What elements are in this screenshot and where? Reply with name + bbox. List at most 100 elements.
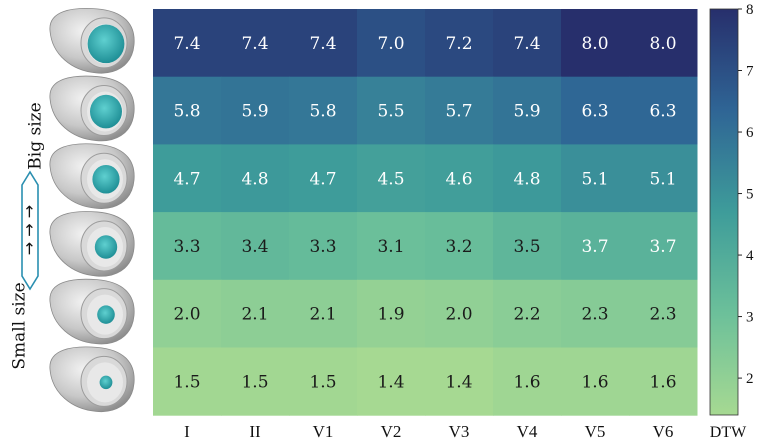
heatmap-cell-labels: 7.4 7.4 7.4 7.0 7.2 7.4 8.0 8.0 5.8 5.9 5.8 5.5 5.7 5…	[173, 34, 676, 393]
cell-value-label: 6.3	[581, 102, 608, 122]
cell-value-label: 3.7	[581, 237, 608, 257]
cell-value-label: 3.1	[377, 237, 404, 257]
cell-value-label: 6.3	[649, 102, 676, 122]
heatmap-cell	[493, 212, 562, 281]
cell-value-label: 3.2	[445, 237, 472, 257]
cell-value-label: 1.5	[241, 372, 268, 392]
cell-value-label: 5.8	[309, 102, 336, 122]
heatmap-cell	[289, 9, 358, 78]
heatmap-cell	[629, 144, 698, 213]
heatmap-cell	[357, 144, 426, 213]
colorbar-tick-label: 4	[746, 248, 754, 264]
heatmap-cell	[221, 212, 290, 281]
cell-value-label: 4.8	[241, 169, 268, 189]
cell-value-label: 8.0	[581, 34, 608, 54]
scar-region	[90, 94, 122, 129]
cell-value-label: 5.5	[377, 102, 404, 122]
heatmap-cell	[425, 279, 494, 348]
cell-value-label: 4.7	[309, 169, 336, 189]
y-annotation-small: Small size	[9, 282, 30, 370]
heatmap-cell	[289, 347, 358, 416]
scar-region	[99, 375, 113, 390]
heatmap-cell	[153, 212, 222, 281]
y-annotation-big: Big size	[25, 102, 46, 170]
heatmap-cell	[561, 76, 630, 145]
x-tick-label: V1	[313, 422, 334, 441]
cell-value-label: 4.5	[377, 169, 404, 189]
heatmap-cell	[357, 347, 426, 416]
cell-value-label: 5.9	[513, 102, 540, 122]
heatmap-cell	[425, 347, 494, 416]
scar-region	[94, 235, 118, 259]
heart-thumbnail	[49, 346, 135, 413]
scar-region	[92, 164, 120, 194]
cell-value-label: 1.6	[581, 372, 608, 392]
heatmap-cell	[493, 9, 562, 78]
heatmap-cell	[493, 76, 562, 145]
heatmap-cell	[289, 144, 358, 213]
colorbar: 2 3 4 5 6 7 8 DTW	[709, 2, 754, 441]
colorbar-tick-label: 8	[746, 2, 754, 18]
heatmap-cell	[289, 279, 358, 348]
x-tick-labels: I II V1 V2 V3 V4 V5 V6	[184, 422, 673, 441]
cell-value-label: 1.9	[377, 305, 404, 325]
cell-value-label: 7.2	[445, 34, 472, 54]
arrow-box-outline	[21, 170, 39, 291]
heart-thumbnails	[49, 8, 135, 413]
heatmap-cell	[153, 76, 222, 145]
cell-value-label: 3.3	[173, 237, 200, 257]
x-tick-label: I	[184, 422, 190, 441]
size-arrow-box: → → →	[20, 170, 39, 291]
heatmap-cell	[153, 347, 222, 416]
cell-value-label: 3.7	[649, 237, 676, 257]
x-tick-label: V6	[653, 422, 674, 441]
heatmap-cell	[629, 76, 698, 145]
colorbar-gradient	[710, 9, 738, 415]
colorbar-label: DTW	[710, 424, 747, 441]
cell-value-label: 2.3	[649, 305, 676, 325]
cell-value-label: 2.3	[581, 305, 608, 325]
cell-value-label: 2.2	[513, 305, 540, 325]
cell-value-label: 5.8	[173, 102, 200, 122]
cell-value-label: 5.1	[581, 169, 608, 189]
heatmap-cell	[221, 76, 290, 145]
cell-value-label: 7.4	[241, 34, 268, 54]
scar-region	[97, 305, 115, 324]
cell-value-label: 4.8	[513, 169, 540, 189]
heatmap-cell	[221, 144, 290, 213]
cell-value-label: 4.7	[173, 169, 200, 189]
x-tick-label: V2	[381, 422, 402, 441]
heatmap-cell	[561, 9, 630, 78]
cell-value-label: 5.1	[649, 169, 676, 189]
heatmap-cell	[561, 144, 630, 213]
x-tick-label: V5	[585, 422, 606, 441]
heart-thumbnail	[49, 8, 135, 74]
colorbar-tick-label: 6	[746, 125, 754, 141]
colorbar-tick-label: 3	[746, 310, 754, 326]
cell-value-label: 1.4	[377, 372, 404, 392]
heatmap-cell	[425, 212, 494, 281]
heart-thumbnail	[49, 75, 135, 142]
heatmap-cell	[561, 279, 630, 348]
x-tick-label: V4	[517, 422, 538, 441]
x-tick-label: II	[249, 422, 261, 441]
heatmap-cell	[493, 144, 562, 213]
cell-value-label: 3.5	[513, 237, 540, 257]
heatmap-cells	[153, 9, 698, 416]
heatmap-cell	[289, 212, 358, 281]
cell-value-label: 1.5	[309, 372, 336, 392]
heatmap-cell	[221, 347, 290, 416]
colorbar-frame	[709, 8, 739, 416]
heart-thumbnail	[49, 211, 135, 277]
heatmap-cell	[153, 9, 222, 78]
cell-value-label: 1.5	[173, 372, 200, 392]
cell-value-label: 3.3	[309, 237, 336, 257]
heatmap-cell	[425, 76, 494, 145]
heatmap-cell	[561, 347, 630, 416]
cell-value-label: 1.6	[649, 372, 676, 392]
colorbar-tick-label: 2	[746, 371, 754, 387]
cell-value-label: 8.0	[649, 34, 676, 54]
heatmap-cell	[493, 279, 562, 348]
heatmap-cell	[493, 347, 562, 416]
cell-value-label: 5.7	[445, 102, 472, 122]
